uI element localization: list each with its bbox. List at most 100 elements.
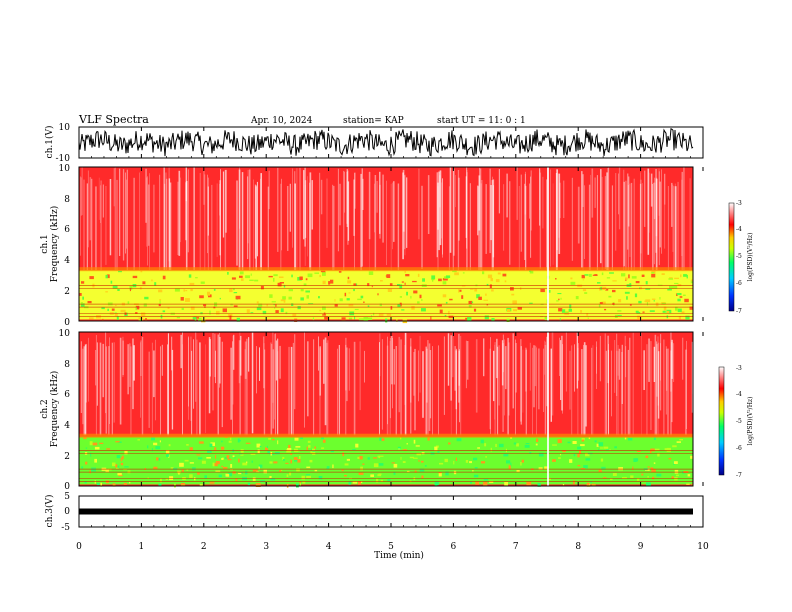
ch1-ytick-4: 4 bbox=[64, 256, 70, 266]
spec1-speck bbox=[404, 270, 406, 273]
spec2-speck bbox=[535, 443, 538, 446]
spec2-speck bbox=[117, 465, 120, 470]
ch2-colorbar: -3 -4 -5 -6 -7 log(PSD)(V²/Hz) bbox=[718, 365, 754, 479]
spec2-speck bbox=[196, 454, 201, 456]
spec2-speck bbox=[472, 470, 474, 472]
spec1-speck bbox=[624, 291, 630, 294]
spec2-speck bbox=[521, 459, 524, 463]
spec2-streak bbox=[591, 347, 593, 436]
ch1-ytick-2: 2 bbox=[64, 287, 70, 297]
spec1-streak bbox=[659, 181, 661, 248]
spec2-streak bbox=[559, 337, 560, 376]
spec2-streak bbox=[217, 334, 219, 436]
spec1-streak bbox=[673, 186, 675, 271]
spec1-speck bbox=[617, 310, 622, 312]
spec2-speck bbox=[89, 441, 93, 446]
spec1-speck bbox=[584, 292, 588, 294]
spec1-streak bbox=[601, 176, 603, 271]
spec2-streak bbox=[381, 339, 383, 430]
spec1-streak bbox=[168, 178, 171, 271]
x-tick-label-9: 9 bbox=[638, 542, 644, 552]
spec2-speck bbox=[424, 465, 427, 467]
spec1-speck bbox=[666, 310, 670, 314]
spec1-streak bbox=[594, 177, 596, 208]
spec2-speck bbox=[573, 480, 575, 485]
spec2-streak bbox=[682, 337, 684, 380]
spec1-speck bbox=[445, 301, 448, 304]
spec1-speck bbox=[411, 306, 415, 310]
spec2-speck bbox=[269, 461, 273, 464]
spec2-streak bbox=[294, 334, 296, 410]
spec2-speck bbox=[301, 475, 305, 480]
spec2-speck bbox=[400, 456, 402, 460]
spec2-speck bbox=[434, 446, 438, 451]
spec2-streak bbox=[624, 335, 626, 436]
spec2-streak bbox=[111, 342, 113, 436]
spec2-streak bbox=[279, 345, 281, 379]
spec1-speck bbox=[239, 275, 243, 278]
spec2-speck bbox=[636, 478, 640, 481]
spec2-streak bbox=[353, 341, 356, 436]
spec2-streak bbox=[562, 344, 563, 414]
spec2-speck bbox=[483, 479, 489, 481]
spec1-streak bbox=[393, 181, 395, 242]
spec1-speck bbox=[320, 270, 326, 273]
spec1-speck bbox=[661, 302, 666, 304]
spec1-streak bbox=[571, 177, 573, 261]
spec2-speck bbox=[158, 483, 162, 486]
spec1-speck bbox=[269, 294, 273, 298]
spec2-speck bbox=[373, 463, 379, 468]
spec2-speck bbox=[326, 466, 330, 469]
spec2-speck bbox=[290, 459, 292, 464]
spec1-streak bbox=[280, 183, 282, 271]
spec2-speck bbox=[199, 484, 203, 487]
spec2-speck bbox=[124, 466, 129, 468]
ch1-spectrogram-ylabel-line2: Frequency (kHz) bbox=[49, 206, 60, 283]
spec1-speck bbox=[338, 271, 342, 273]
spec2-streak bbox=[326, 342, 328, 436]
spec2-speck bbox=[636, 450, 641, 452]
spec2-streak bbox=[529, 342, 531, 391]
spec1-streak bbox=[627, 173, 629, 250]
spec1-speck bbox=[421, 299, 423, 301]
spec2-speck bbox=[258, 466, 260, 470]
spec1-streak bbox=[146, 177, 148, 247]
spec1-speck bbox=[262, 310, 267, 315]
spec2-speck bbox=[168, 444, 171, 447]
spec1-speck bbox=[288, 289, 293, 292]
spec1-streak bbox=[360, 173, 362, 271]
spec1-streak bbox=[346, 169, 348, 227]
spec1-speck bbox=[616, 314, 622, 316]
spec2-speck bbox=[377, 474, 382, 477]
spec1-speck bbox=[486, 304, 489, 306]
spec1-speck bbox=[495, 279, 500, 283]
spec2-speck bbox=[344, 475, 347, 477]
spec1-speck bbox=[236, 317, 240, 322]
spec2-speck bbox=[252, 477, 256, 481]
spec2-streak bbox=[95, 350, 97, 386]
spec2-streak bbox=[140, 340, 142, 376]
spec1-speck bbox=[277, 282, 282, 287]
spec2-streak bbox=[596, 341, 597, 374]
spec1-streak bbox=[86, 183, 88, 271]
spec1-speck bbox=[185, 290, 188, 292]
spec1-speck bbox=[188, 274, 192, 278]
spec2-speck bbox=[603, 477, 607, 479]
spec2-streak bbox=[108, 346, 110, 436]
spec1-speck bbox=[82, 296, 84, 300]
spec2-streak bbox=[646, 344, 648, 436]
spec2-speck bbox=[288, 444, 291, 448]
spec1-speck bbox=[470, 288, 474, 290]
spec1-streak bbox=[590, 174, 591, 271]
spec1-speck bbox=[458, 289, 460, 293]
spec2-streak bbox=[233, 334, 235, 370]
spec2-speck bbox=[107, 468, 112, 471]
spec2-streak bbox=[515, 339, 516, 436]
spec2-streak bbox=[95, 335, 97, 436]
spec2-streak bbox=[538, 348, 540, 410]
spec1-speck bbox=[506, 318, 510, 322]
spec2-speck bbox=[207, 450, 212, 453]
spec1-speck bbox=[529, 302, 533, 304]
spec1-speck bbox=[328, 281, 331, 285]
spec2-streak bbox=[425, 346, 427, 436]
